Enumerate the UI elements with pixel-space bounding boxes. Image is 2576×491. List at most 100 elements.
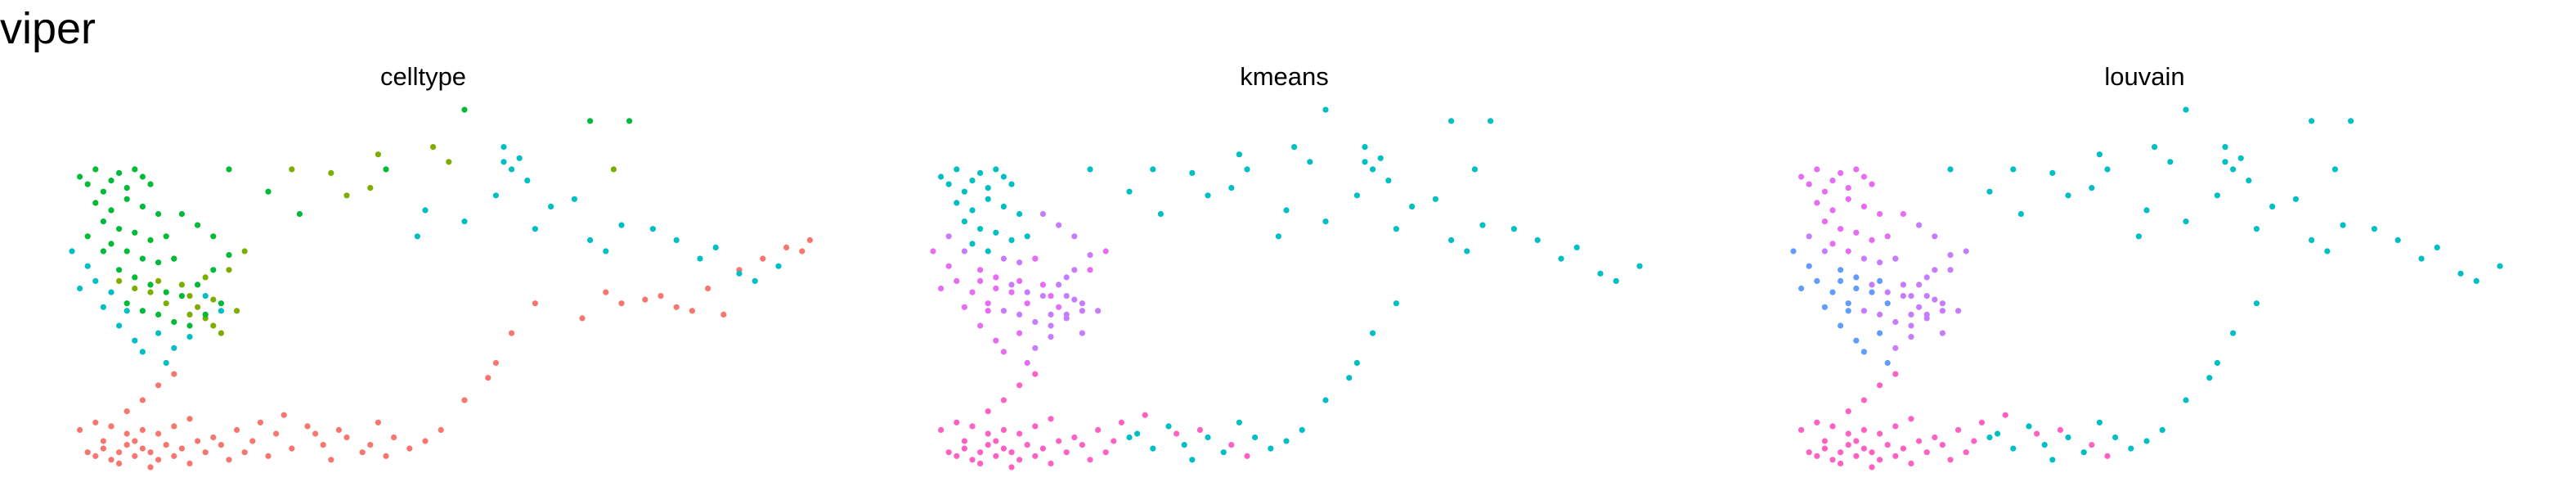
data-point — [1814, 200, 1820, 206]
data-point — [993, 274, 999, 281]
data-point — [1063, 293, 1070, 300]
data-point — [84, 263, 91, 269]
data-point — [1032, 423, 1039, 430]
data-point — [383, 166, 389, 173]
data-point — [1111, 438, 1117, 444]
data-point — [1923, 315, 1930, 322]
data-point — [1353, 359, 1360, 367]
data-point — [2348, 118, 2354, 124]
data-point — [1189, 169, 1196, 176]
data-point — [985, 185, 991, 191]
scatter-panel-louvain: louvain — [1721, 0, 2568, 491]
data-point — [123, 185, 130, 191]
data-point — [1892, 318, 1899, 326]
data-point — [1039, 445, 1046, 452]
data-point — [2065, 434, 2071, 441]
data-point — [689, 308, 696, 314]
data-point — [961, 188, 967, 195]
data-point — [1071, 267, 1078, 273]
data-point — [171, 318, 177, 326]
data-point — [1432, 196, 1438, 202]
data-point — [92, 453, 99, 459]
data-point — [2253, 226, 2260, 232]
data-point — [2065, 192, 2071, 199]
data-point — [1916, 282, 1923, 288]
data-point — [579, 315, 586, 322]
data-point — [108, 457, 114, 463]
data-point — [1322, 397, 1329, 403]
scatter-panel-kmeans: kmeans — [861, 0, 1708, 491]
data-point — [1056, 438, 1062, 444]
data-point — [993, 438, 999, 444]
data-point — [1877, 382, 1883, 389]
series-2 — [930, 248, 1109, 367]
data-point — [1134, 430, 1141, 437]
data-point — [1798, 285, 1805, 292]
data-point — [2434, 244, 2440, 250]
data-point — [77, 173, 83, 180]
data-point — [383, 453, 389, 459]
data-point — [1838, 322, 1844, 329]
data-point — [603, 248, 609, 255]
data-point — [108, 207, 114, 214]
data-point — [1510, 226, 1517, 232]
data-point — [961, 304, 967, 310]
data-point — [1016, 382, 1023, 389]
data-point — [195, 222, 201, 228]
data-point — [155, 311, 162, 318]
data-point — [2017, 210, 2024, 218]
data-point — [954, 277, 960, 284]
data-point — [1370, 330, 1376, 336]
data-point — [2183, 106, 2189, 113]
data-point — [492, 359, 500, 367]
data-point — [500, 159, 507, 165]
data-point — [100, 248, 106, 255]
data-point — [1346, 375, 1353, 381]
data-point — [1908, 416, 1914, 422]
data-point — [1095, 426, 1102, 434]
data-point — [673, 304, 680, 310]
data-point — [139, 308, 146, 314]
data-point — [186, 322, 193, 329]
data-point — [1932, 267, 1938, 273]
data-point — [375, 151, 381, 158]
data-point — [1838, 460, 1844, 467]
data-point — [2143, 438, 2150, 444]
data-point — [618, 300, 625, 307]
data-point — [2049, 169, 2056, 176]
data-point — [1307, 159, 1313, 165]
data-point — [2080, 449, 2087, 456]
series-1 — [1790, 248, 1891, 367]
data-point — [1000, 173, 1007, 180]
data-point — [1838, 449, 1844, 456]
data-point — [210, 267, 217, 273]
data-point — [1853, 337, 1860, 344]
data-point — [186, 293, 193, 300]
data-point — [367, 185, 374, 191]
data-point — [123, 442, 130, 448]
data-point — [1892, 423, 1899, 430]
data-point — [2230, 330, 2237, 336]
data-point — [1821, 438, 1828, 444]
data-point — [155, 210, 162, 218]
data-point — [961, 438, 967, 444]
data-point — [1244, 166, 1250, 173]
data-point — [1228, 442, 1235, 448]
data-point — [1024, 289, 1030, 295]
data-point — [945, 263, 952, 269]
data-point — [461, 106, 468, 113]
data-point — [1845, 248, 1851, 255]
data-point — [234, 308, 240, 314]
data-point — [1947, 252, 1954, 259]
data-point — [2089, 185, 2095, 191]
data-point — [1385, 178, 1392, 184]
data-point — [2135, 233, 2142, 240]
data-point — [375, 419, 381, 426]
data-point — [1963, 248, 1969, 255]
data-point — [1947, 457, 1954, 463]
data-point — [1024, 442, 1030, 448]
data-point — [289, 166, 295, 173]
data-point — [1102, 449, 1109, 456]
data-point — [2237, 155, 2244, 161]
data-point — [1884, 233, 1891, 240]
